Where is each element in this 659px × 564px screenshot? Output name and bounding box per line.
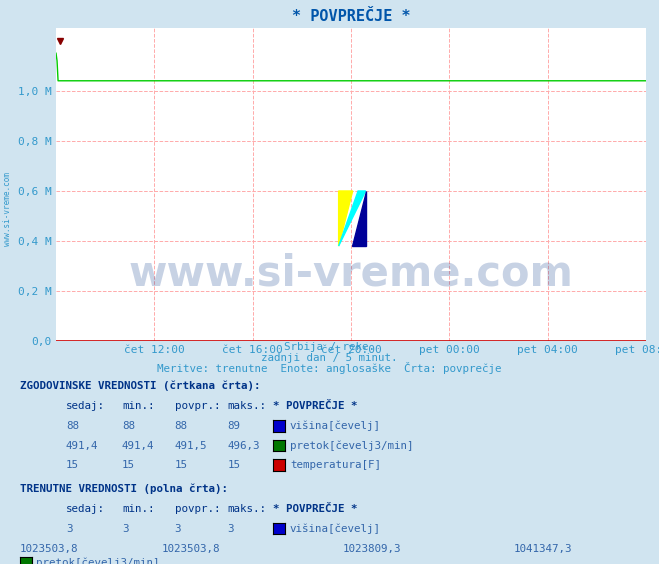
Text: 15: 15 xyxy=(175,460,188,470)
Title: * POVPREČJE *: * POVPREČJE * xyxy=(291,9,411,24)
Text: sedaj:: sedaj: xyxy=(66,402,105,411)
Text: * POVPREČJE *: * POVPREČJE * xyxy=(273,402,358,411)
Text: 3: 3 xyxy=(227,524,234,534)
Text: maks.:: maks.: xyxy=(227,402,266,411)
Text: min.:: min.: xyxy=(122,402,154,411)
Text: 491,4: 491,4 xyxy=(122,441,154,451)
Text: www.si-vreme.com: www.si-vreme.com xyxy=(3,171,13,246)
Text: maks.:: maks.: xyxy=(227,504,266,514)
Text: sedaj:: sedaj: xyxy=(66,504,105,514)
Text: 88: 88 xyxy=(175,421,188,431)
Text: min.:: min.: xyxy=(122,504,154,514)
Text: 3: 3 xyxy=(175,524,181,534)
Text: Meritve: trenutne  Enote: anglosaške  Črta: povprečje: Meritve: trenutne Enote: anglosaške Črta… xyxy=(158,362,501,374)
Text: višina[čevelj]: višina[čevelj] xyxy=(290,524,381,534)
Text: * POVPREČJE *: * POVPREČJE * xyxy=(273,504,358,514)
Text: 15: 15 xyxy=(66,460,79,470)
Polygon shape xyxy=(339,191,366,246)
Text: 496,3: 496,3 xyxy=(227,441,260,451)
Text: 3: 3 xyxy=(66,524,72,534)
Text: 15: 15 xyxy=(122,460,135,470)
Text: temperatura[F]: temperatura[F] xyxy=(290,460,381,470)
Text: Srbija / reke.: Srbija / reke. xyxy=(284,342,375,352)
Text: višina[čevelj]: višina[čevelj] xyxy=(290,421,381,431)
Text: www.si-vreme.com: www.si-vreme.com xyxy=(129,253,573,294)
Text: 15: 15 xyxy=(227,460,241,470)
Text: pretok[čevelj3/min]: pretok[čevelj3/min] xyxy=(36,557,159,564)
Text: 3: 3 xyxy=(122,524,129,534)
Text: povpr.:: povpr.: xyxy=(175,402,220,411)
Text: povpr.:: povpr.: xyxy=(175,504,220,514)
Text: zadnji dan / 5 minut.: zadnji dan / 5 minut. xyxy=(261,353,398,363)
Text: pretok[čevelj3/min]: pretok[čevelj3/min] xyxy=(290,440,413,451)
Text: 89: 89 xyxy=(227,421,241,431)
Polygon shape xyxy=(352,191,366,246)
Text: 1023809,3: 1023809,3 xyxy=(343,544,401,554)
Text: 88: 88 xyxy=(122,421,135,431)
Text: 1041347,3: 1041347,3 xyxy=(514,544,573,554)
Text: 491,5: 491,5 xyxy=(175,441,207,451)
Text: TRENUTNE VREDNOSTI (polna črta):: TRENUTNE VREDNOSTI (polna črta): xyxy=(20,483,228,494)
Polygon shape xyxy=(339,191,353,246)
Text: 1023503,8: 1023503,8 xyxy=(161,544,220,554)
Text: 88: 88 xyxy=(66,421,79,431)
Text: 491,4: 491,4 xyxy=(66,441,98,451)
Text: ZGODOVINSKE VREDNOSTI (črtkana črta):: ZGODOVINSKE VREDNOSTI (črtkana črta): xyxy=(20,381,260,391)
Text: 1023503,8: 1023503,8 xyxy=(20,544,78,554)
